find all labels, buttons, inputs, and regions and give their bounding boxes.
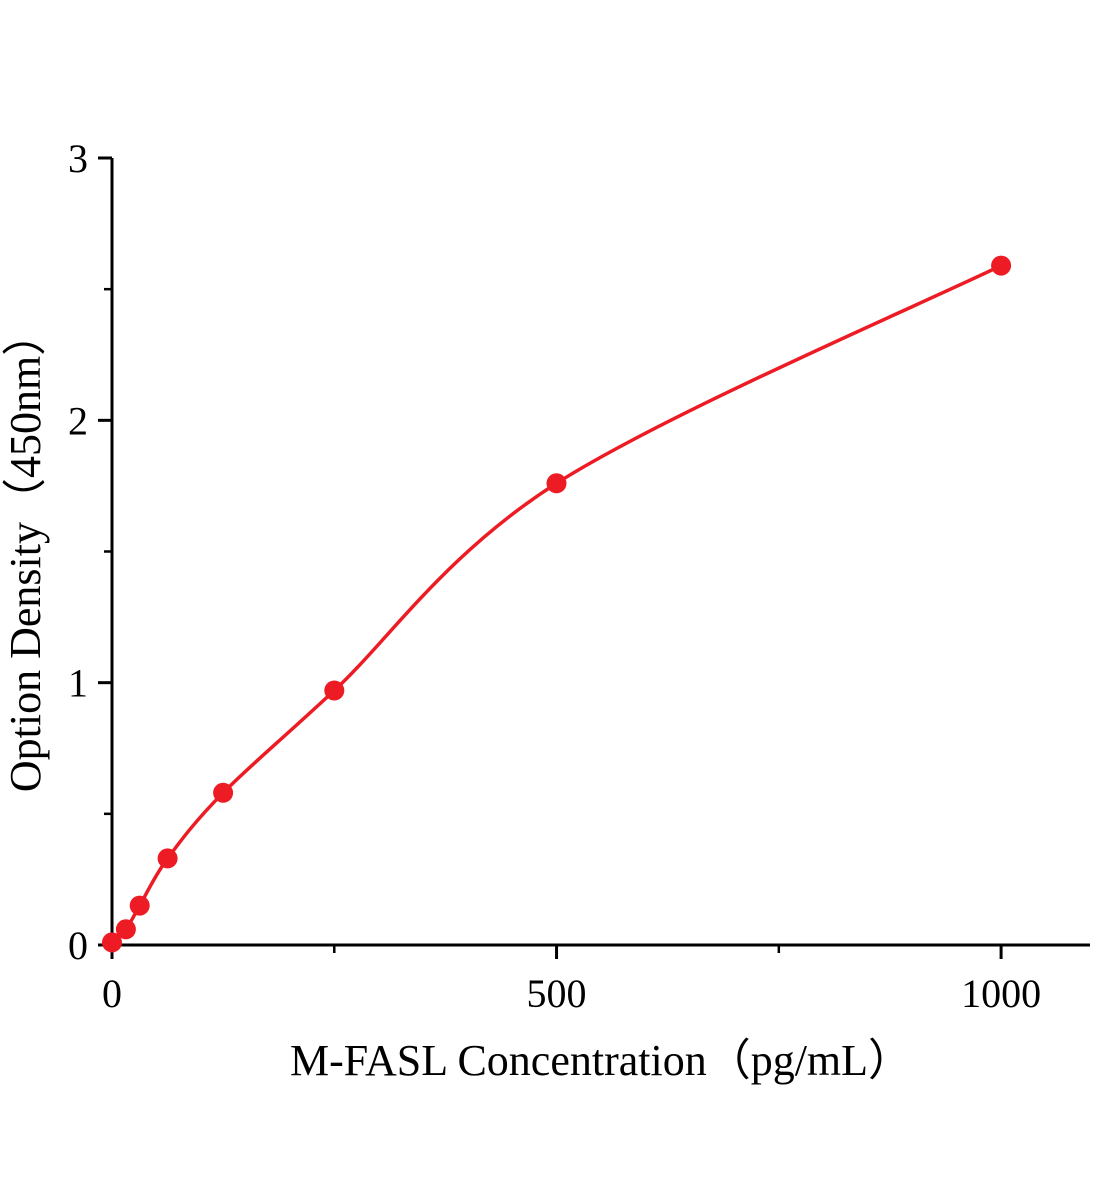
data-point-marker	[991, 255, 1012, 276]
y-tick-label: 1	[68, 661, 88, 706]
y-tick-label: 0	[68, 923, 88, 968]
x-tick-label: 0	[102, 971, 122, 1016]
x-tick-label: 500	[527, 971, 587, 1016]
data-point-marker	[213, 782, 234, 803]
data-point-marker	[157, 848, 178, 869]
data-point-marker	[324, 680, 345, 701]
data-point-marker	[115, 919, 136, 940]
data-point-marker	[129, 895, 150, 916]
x-axis-title: M-FASL Concentration（pg/mL）	[290, 1036, 912, 1085]
y-tick-label: 3	[68, 136, 88, 181]
y-tick-label: 2	[68, 398, 88, 443]
standard-curve-line	[110, 264, 1002, 944]
series-group	[102, 255, 1012, 953]
x-tick-label: 1000	[961, 971, 1041, 1016]
data-point-marker	[102, 932, 122, 953]
axes-group: 0 500 1000 0 1 2 3	[68, 136, 1090, 1016]
y-axis-title: Option Density（450nm）	[1, 312, 50, 792]
data-point-marker	[546, 473, 567, 494]
